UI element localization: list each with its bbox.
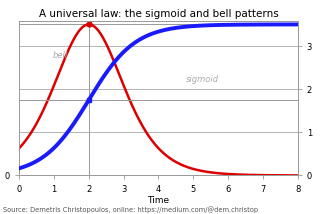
Text: bell: bell: [52, 51, 68, 60]
Title: A universal law: the sigmoid and bell patterns: A universal law: the sigmoid and bell pa…: [38, 9, 278, 19]
X-axis label: Time: Time: [147, 196, 170, 205]
Text: Source: Demetris Christopoulos, online: https://medium.com/@dem.christop: Source: Demetris Christopoulos, online: …: [3, 206, 258, 213]
Text: sigmoid: sigmoid: [186, 76, 220, 85]
